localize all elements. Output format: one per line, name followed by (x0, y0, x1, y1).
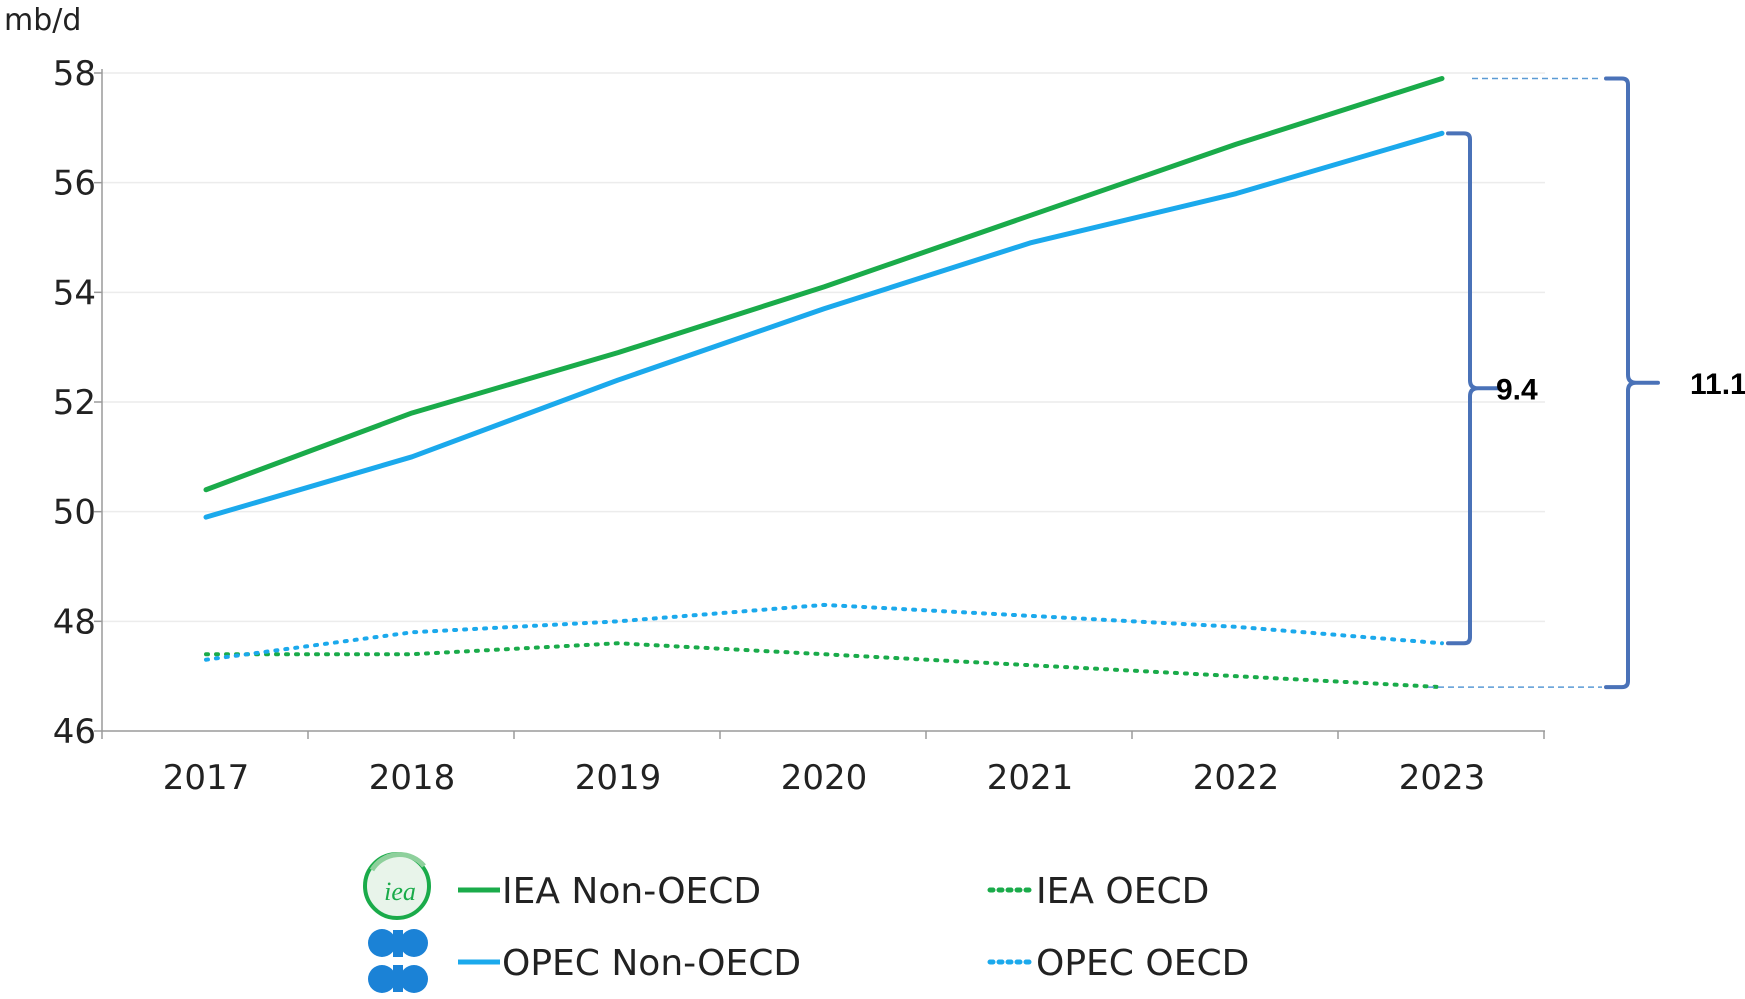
x-tick-label: 2019 (575, 758, 662, 798)
axes: 46 48 50 52 54 56 58 2017 2018 2019 2020 2021 2022 20… (53, 54, 1545, 798)
bracket-1 (1446, 131, 1502, 646)
annotations: 9.4 11.1 (1428, 76, 1745, 690)
x-tick-label: 2018 (369, 758, 456, 798)
series-line-iea-non-oecd (203, 75, 1445, 493)
legend-label: OPEC Non-OECD (502, 943, 801, 984)
legend-label: IEA Non-OECD (502, 871, 761, 912)
legend-label: OPEC OECD (1036, 943, 1249, 984)
x-tick-label: 2020 (781, 758, 868, 798)
svg-text:iea: iea (384, 877, 416, 906)
iea-logo: iea (363, 851, 431, 920)
legend-item-iea-oecd: IEA OECD (987, 871, 1209, 912)
legend-item-opec-non-oecd: OPEC Non-OECD (458, 943, 801, 984)
x-tick-label: 2017 (163, 758, 250, 798)
y-tick-label: 46 (53, 712, 96, 752)
series-line-opec-oecd (204, 602, 1444, 662)
x-tick-label: 2022 (1193, 758, 1280, 798)
legend-item-opec-oecd: OPEC OECD (987, 943, 1249, 984)
y-tick-label: 56 (53, 164, 96, 204)
x-tick-label: 2021 (987, 758, 1074, 798)
opec-logo (368, 929, 428, 993)
bracket-2 (1604, 76, 1660, 690)
gridlines (102, 72, 1545, 623)
y-tick-label: 58 (53, 54, 96, 94)
series (203, 75, 1445, 690)
bracket-label: 9.4 (1496, 373, 1538, 406)
legend: iea IEA Non-OECD OPEC Non-OECD IEA OECD … (363, 851, 1249, 993)
series-line-opec-non-oecd (203, 130, 1445, 520)
y-tick-label: 50 (53, 493, 96, 533)
bracket-label: 11.1 (1690, 368, 1745, 401)
series-line-iea-oecd (204, 641, 1444, 690)
y-tick-label: 52 (53, 383, 96, 423)
y-tick-label: 48 (53, 602, 96, 642)
y-axis-unit-label: mb/d (4, 3, 81, 38)
legend-label: IEA OECD (1036, 871, 1209, 912)
legend-item-iea-non-oecd: IEA Non-OECD (458, 871, 761, 912)
x-tick-label: 2023 (1399, 758, 1486, 798)
y-tick-label: 54 (53, 273, 96, 313)
